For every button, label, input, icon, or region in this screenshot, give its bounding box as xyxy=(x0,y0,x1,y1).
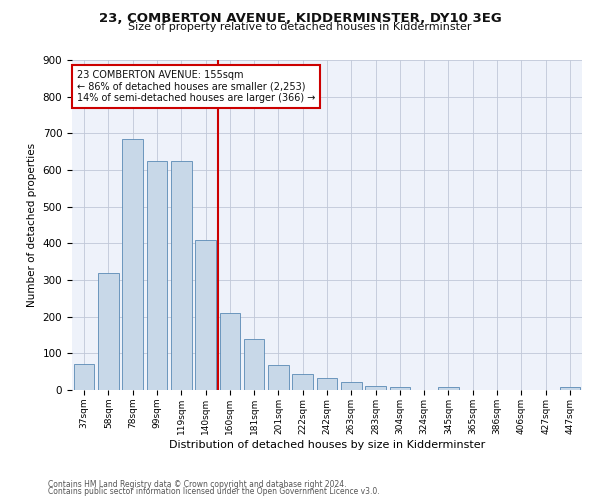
Bar xyxy=(317,378,337,390)
Bar xyxy=(244,340,265,390)
Bar xyxy=(220,313,240,390)
Bar xyxy=(341,382,362,390)
Bar xyxy=(268,365,289,390)
Bar xyxy=(98,272,119,390)
Bar xyxy=(74,364,94,390)
Text: Size of property relative to detached houses in Kidderminster: Size of property relative to detached ho… xyxy=(128,22,472,32)
Y-axis label: Number of detached properties: Number of detached properties xyxy=(27,143,37,307)
Bar xyxy=(560,387,580,390)
Text: 23, COMBERTON AVENUE, KIDDERMINSTER, DY10 3EG: 23, COMBERTON AVENUE, KIDDERMINSTER, DY1… xyxy=(98,12,502,26)
Text: Contains HM Land Registry data © Crown copyright and database right 2024.: Contains HM Land Registry data © Crown c… xyxy=(48,480,347,489)
Bar xyxy=(365,386,386,390)
Bar xyxy=(438,387,459,390)
X-axis label: Distribution of detached houses by size in Kidderminster: Distribution of detached houses by size … xyxy=(169,440,485,450)
Bar xyxy=(122,139,143,390)
Bar xyxy=(146,161,167,390)
Text: Contains public sector information licensed under the Open Government Licence v3: Contains public sector information licen… xyxy=(48,487,380,496)
Bar xyxy=(195,240,216,390)
Bar xyxy=(389,388,410,390)
Bar xyxy=(292,374,313,390)
Text: 23 COMBERTON AVENUE: 155sqm
← 86% of detached houses are smaller (2,253)
14% of : 23 COMBERTON AVENUE: 155sqm ← 86% of det… xyxy=(77,70,316,103)
Bar xyxy=(171,161,191,390)
